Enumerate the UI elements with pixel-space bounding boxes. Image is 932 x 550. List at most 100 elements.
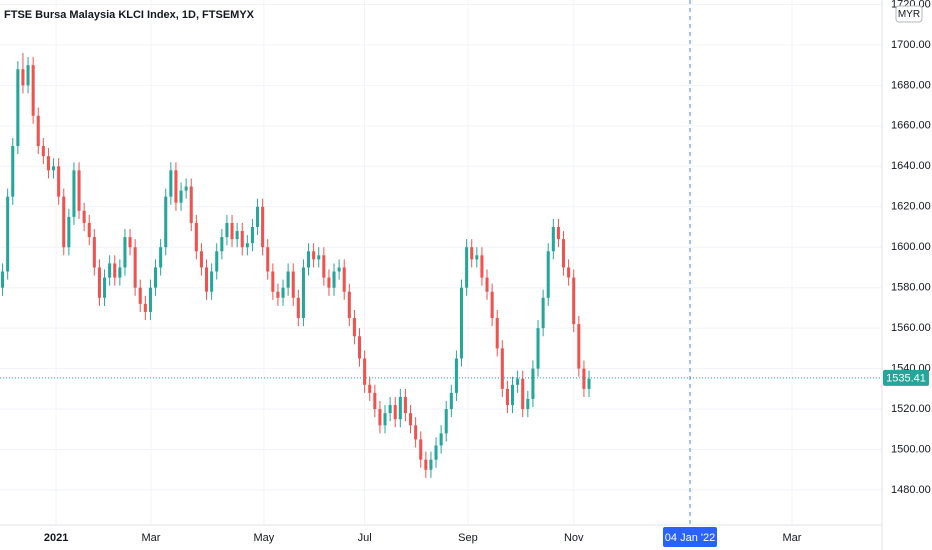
y-tick-label: 1500.00 [891, 443, 931, 455]
candle-body [363, 358, 367, 385]
candle-body [332, 271, 336, 288]
candle-body [358, 336, 362, 359]
candle-body [57, 166, 61, 197]
candle-body [220, 237, 224, 252]
candle-body [240, 231, 244, 248]
crosshair-box [662, 527, 717, 547]
candle-body [521, 378, 525, 410]
last-price-label: 1535.41 [886, 372, 926, 384]
candle-body [225, 222, 229, 238]
candle-body [347, 291, 351, 319]
candle-body [301, 267, 305, 319]
candle-body [546, 251, 550, 298]
x-tick-label: Nov [564, 532, 584, 544]
candle-body [72, 170, 76, 217]
candle-body [556, 226, 560, 240]
candle-body [429, 459, 433, 470]
candle-body [128, 237, 132, 248]
candles [0, 0, 882, 525]
candle-body [541, 297, 545, 329]
candle-body [184, 186, 188, 191]
candle-body [408, 413, 413, 426]
candle-body [587, 378, 591, 389]
candle-body [235, 231, 239, 240]
x-tick-label: May [254, 532, 275, 544]
candle-body [465, 247, 469, 288]
x-tick-label: Sep [458, 532, 478, 544]
candle-body [113, 263, 117, 278]
candle-body [378, 409, 382, 426]
candle-body [561, 239, 566, 268]
candle-body [470, 247, 474, 260]
candle-body [281, 287, 285, 298]
candle-body [16, 69, 20, 147]
candle-body [490, 291, 494, 319]
candle-body [138, 287, 142, 304]
candle-body [36, 115, 40, 147]
y-tick-label: 1560.00 [891, 322, 931, 334]
candle-body [62, 196, 66, 248]
candle-body [510, 384, 515, 406]
candle-body [261, 206, 265, 248]
x-tick-label: 2021 [44, 532, 68, 544]
candle-body [480, 255, 484, 278]
candle-body [383, 413, 387, 426]
candle-body [143, 303, 147, 312]
currency-badge[interactable] [895, 5, 923, 23]
candle-body [352, 318, 356, 337]
candle-body [46, 156, 50, 171]
crosshair-label: 04 Jan '22 [665, 532, 715, 544]
candle-body [500, 348, 504, 389]
candle-body [505, 388, 509, 406]
candle-body [31, 65, 35, 116]
candle-body [194, 222, 198, 252]
candle-body [459, 287, 464, 359]
candle-body [317, 255, 321, 260]
candle-body [11, 146, 15, 197]
candle-body [337, 267, 341, 272]
candle-body [108, 263, 112, 278]
candle-body [266, 247, 270, 272]
axis-labels: 1480.001500.001520.001540.001560.001580.… [44, 0, 931, 547]
candle-body [148, 287, 152, 312]
candle-body [439, 433, 443, 446]
candle-body [368, 384, 372, 393]
y-tick-label: 1520.00 [891, 403, 931, 415]
candle-body [67, 216, 71, 248]
candle-body [133, 247, 137, 288]
candle-body [296, 297, 300, 319]
candle-body [97, 267, 101, 298]
candle-body [21, 69, 25, 86]
chart-title: FTSE Bursa Malaysia KLCI Index, 1D, FTSE… [4, 9, 255, 21]
y-tick-label: 1480.00 [891, 484, 931, 496]
candle-body [403, 396, 407, 414]
candle-body [123, 237, 127, 268]
candle-body [582, 368, 586, 389]
x-tick-label: Jul [358, 532, 372, 544]
candle-body [210, 271, 214, 292]
candle-body [536, 328, 540, 369]
candle-body [398, 396, 402, 420]
candle-body [434, 445, 438, 460]
candle-body [286, 271, 290, 288]
candle-body [87, 222, 91, 238]
y-tick-label: 1660.00 [891, 120, 931, 132]
y-tick-label: 1600.00 [891, 241, 931, 253]
candle-body [82, 210, 86, 223]
candle-body [307, 251, 311, 268]
candle-body [373, 392, 377, 410]
x-tick-label: Mar [141, 532, 160, 544]
candle-body [327, 277, 331, 288]
candle-body [103, 277, 107, 298]
candle-body [245, 243, 249, 248]
candle-body [174, 170, 178, 203]
y-tick-label: 1640.00 [891, 160, 931, 172]
candle-body [276, 291, 280, 298]
candle-body [154, 267, 158, 288]
candle-body [230, 222, 234, 240]
candle-body [205, 267, 209, 292]
candle-body [179, 190, 183, 203]
y-tick-label: 1720.00 [891, 0, 931, 10]
candle-body [414, 425, 418, 440]
